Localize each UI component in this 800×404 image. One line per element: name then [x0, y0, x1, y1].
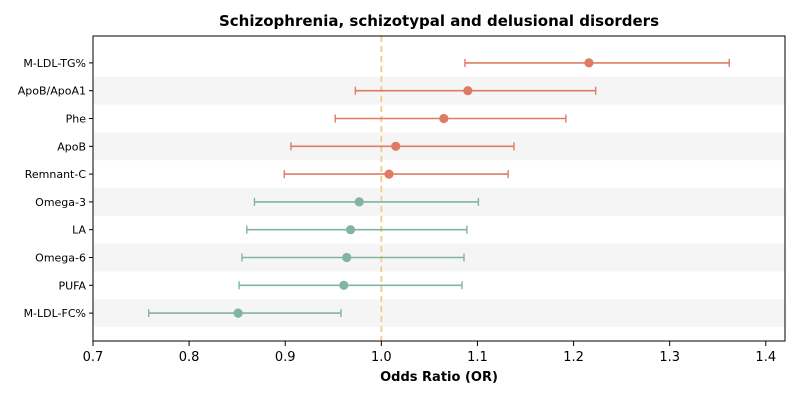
forest-marks	[148, 58, 730, 318]
or-point	[233, 308, 243, 318]
or-point	[439, 113, 449, 124]
or-point	[339, 280, 349, 290]
or-point	[345, 225, 356, 235]
y-axis: M-LDL-TG% ApoB/ApoA1 Phe ApoB Remnant-C Omega…	[18, 57, 93, 320]
x-tick-label: 1.2	[563, 350, 584, 365]
y-tick-label: M-LDL-FC%	[24, 307, 86, 320]
chart-title: Schizophrenia, schizotypal and delusiona…	[219, 12, 659, 30]
y-tick-label: M-LDL-TG%	[23, 57, 86, 70]
x-axis-label: Odds Ratio (OR)	[380, 370, 498, 385]
y-tick-label: ApoB/ApoA1	[18, 85, 86, 98]
x-tick-label: 0.7	[83, 350, 104, 365]
or-point	[391, 141, 401, 151]
x-tick-label: 1.4	[755, 350, 776, 365]
plot-frame	[92, 35, 786, 342]
y-tick-label: PUFA	[58, 279, 86, 292]
or-point	[354, 197, 364, 207]
y-tick-label: Phe	[66, 113, 87, 126]
or-point	[463, 86, 473, 96]
y-tick-label: Omega-3	[35, 196, 86, 209]
or-point	[584, 58, 594, 68]
y-tick-label: Omega-6	[35, 252, 86, 265]
or-point	[384, 169, 394, 179]
x-tick-label: 0.8	[179, 350, 200, 365]
or-point	[342, 252, 352, 263]
x-axis: 0.7 0.8 0.9 1.0 1.1 1.2 1.3 1.4	[83, 341, 776, 365]
x-tick-label: 1.0	[371, 350, 392, 365]
y-tick-label: ApoB	[57, 140, 86, 153]
x-tick-label: 1.1	[467, 350, 488, 365]
x-tick-label: 0.9	[275, 350, 296, 365]
y-tick-label: LA	[72, 224, 86, 237]
x-tick-label: 1.3	[659, 350, 680, 365]
y-tick-label: Remnant-C	[25, 168, 87, 181]
